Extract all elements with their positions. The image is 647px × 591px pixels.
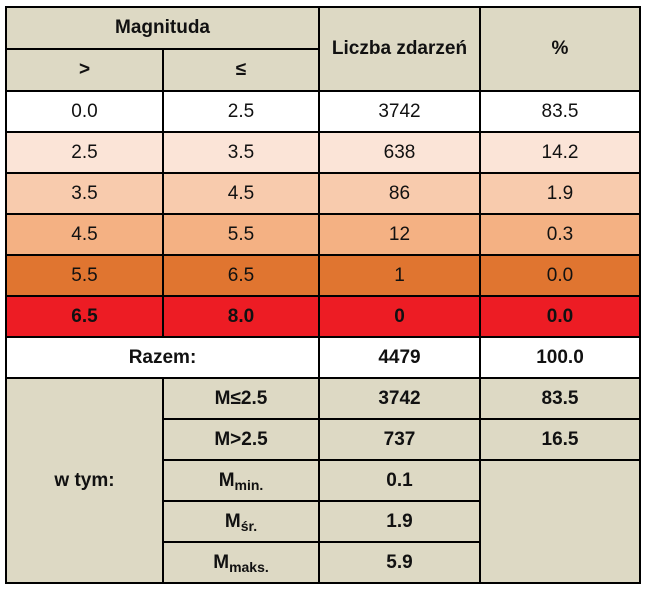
breakdown-row: Mmin. 0.1 [6,459,641,584]
m-le-percent: 83.5 [479,377,641,420]
max-subscript: maks. [229,558,269,575]
subheader-row: > ≤ [5,48,640,92]
m-gt-percent: 16.5 [479,418,641,461]
m-gt-label: M>2.5 [162,418,320,461]
m-min-value: 0.1 [318,459,481,502]
percent-cell: 83.5 [479,90,641,133]
count-cell: 0 [318,295,481,338]
m-min-label: Mmin. [162,459,320,502]
table-row: 5.5 6.5 1 0.0 [5,254,641,297]
avg-subscript: śr. [240,517,258,534]
count-cell: 12 [318,213,481,256]
m-max-label: Mmaks. [162,541,320,584]
percent-header: % [479,6,641,92]
breakdown-label: w tym: [5,377,164,584]
magnitude-header: Magnituda [5,6,320,50]
m-avg-label: Mśr. [162,500,320,543]
count-cell: 1 [318,254,481,297]
m-symbol: M [213,551,230,573]
total-percent: 100.0 [479,336,641,379]
less-equal-header: ≤ [162,48,320,92]
range-to-cell: 8.0 [162,295,320,338]
percent-cell: 14.2 [479,131,641,174]
min-subscript: min. [234,476,264,493]
m-max-value: 5.9 [318,541,481,584]
count-cell: 3742 [318,90,481,133]
count-cell: 86 [318,172,481,215]
range-from-cell: 3.5 [5,172,164,215]
percent-cell: 0.3 [479,213,641,256]
total-label: Razem: [5,336,320,379]
percent-cell: 0.0 [479,295,641,338]
breakdown-row: M>2.5 737 16.5 [6,418,641,461]
total-count: 4479 [318,336,481,379]
table-row: 6.5 8.0 0 0.0 [5,295,641,338]
m-symbol: M [224,510,241,532]
empty-percent-cell [479,459,641,584]
m-symbol: M [218,469,235,491]
breakdown-row: w tym: M≤2.5 3742 83.5 [5,377,641,584]
magnitude-table: Magnituda Liczba zdarzeń % > ≤ 0.0 2.5 3… [5,6,641,584]
m-gt-count: 737 [318,418,481,461]
range-from-cell: 6.5 [5,295,164,338]
m-avg-value: 1.9 [318,500,481,543]
range-to-cell: 6.5 [162,254,320,297]
table-row: 4.5 5.5 12 0.3 [5,213,641,256]
breakdown-row: Mmaks. 5.9 [6,541,640,584]
m-le-count: 3742 [318,377,481,420]
range-to-cell: 2.5 [162,90,320,133]
m-le-label: M≤2.5 [162,377,320,420]
range-from-cell: 2.5 [5,131,164,174]
range-to-cell: 5.5 [162,213,320,256]
count-header: Liczba zdarzeń [318,6,481,92]
table-row: 0.0 2.5 3742 83.5 [5,90,641,133]
range-from-cell: 0.0 [5,90,164,133]
percent-cell: 1.9 [479,172,641,215]
breakdown-row: Mśr. 1.9 [6,500,640,543]
range-to-cell: 3.5 [162,131,320,174]
range-to-cell: 4.5 [162,172,320,215]
header-row: Magnituda Liczba zdarzeń % [5,6,641,92]
table-row: 2.5 3.5 638 14.2 [5,131,641,174]
range-from-cell: 4.5 [5,213,164,256]
greater-than-header: > [5,48,164,92]
total-row: Razem: 4479 100.0 [5,336,641,379]
range-from-cell: 5.5 [5,254,164,297]
percent-cell: 0.0 [479,254,641,297]
count-cell: 638 [318,131,481,174]
table-row: 3.5 4.5 86 1.9 [5,172,641,215]
